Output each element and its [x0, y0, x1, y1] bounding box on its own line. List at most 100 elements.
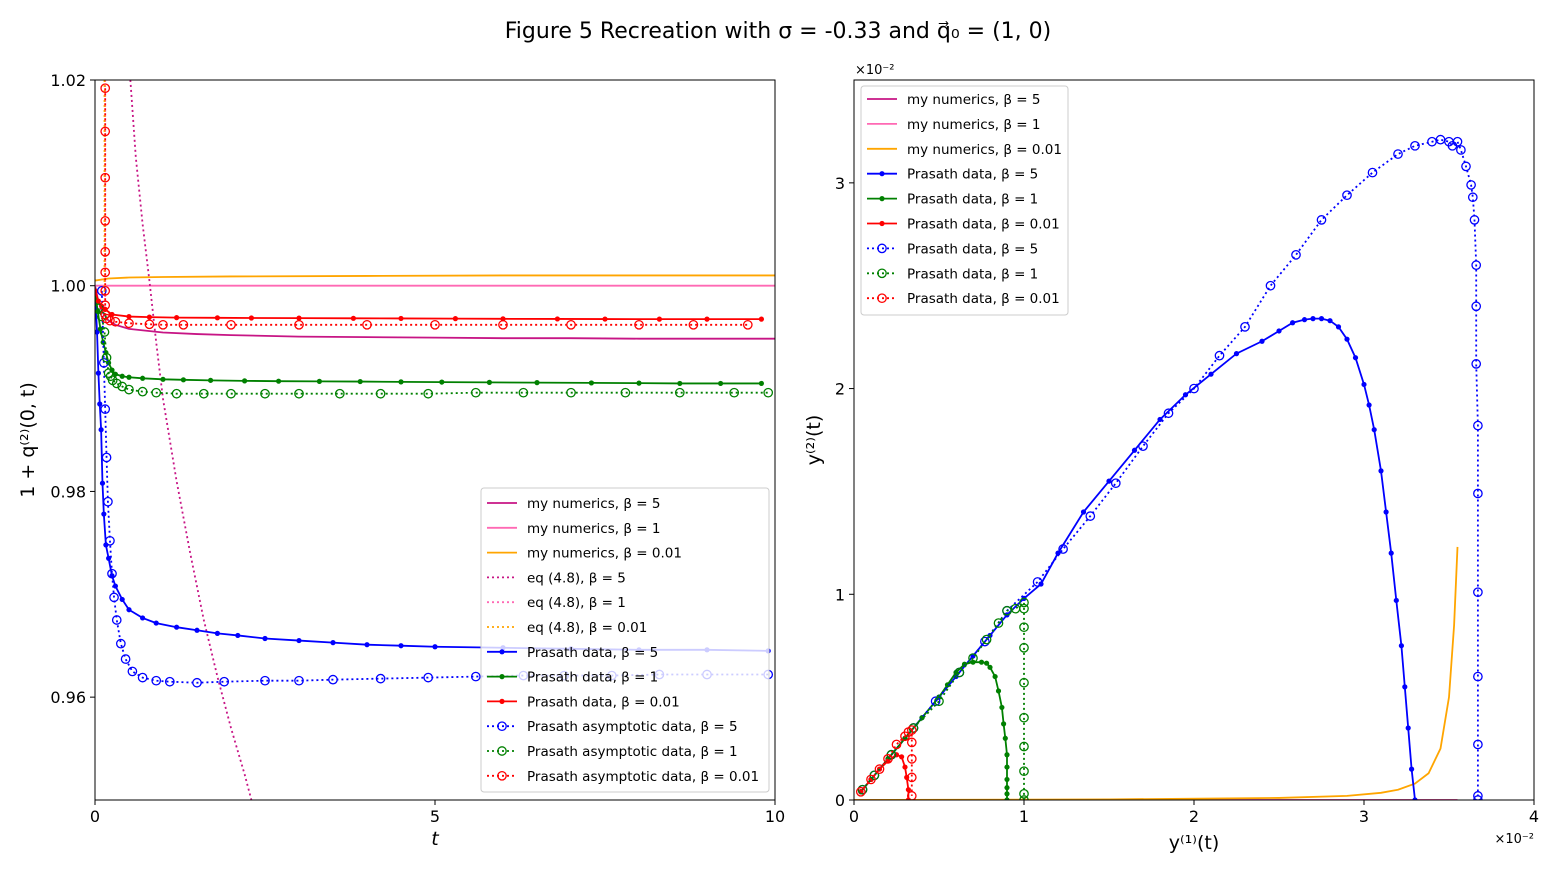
- left-point-prasath-asymptotic-data-beta-0-01-11-2: [100, 172, 111, 183]
- right-point-prasath-data-beta-0-01-8-4: [891, 739, 902, 750]
- left-point-prasath-asymptotic-data-beta-1-10-12: [171, 388, 182, 399]
- right-point-prasath-data-beta-5-6-28: [1452, 136, 1463, 147]
- right-point-prasath-data-beta-5-6-32: [1467, 192, 1478, 203]
- right-point-prasath-data-beta-5-3-41: [1412, 797, 1418, 800]
- right-point-prasath-data-beta-1-4-11: [984, 660, 990, 666]
- left-point-prasath-data-beta-5-6-5: [99, 480, 106, 486]
- left-legend-label-3: eq (4.8), β = 5: [527, 570, 626, 586]
- right-point-prasath-data-beta-5-6-12: [1138, 441, 1148, 452]
- right-point-prasath-data-beta-5-6-8: [1032, 577, 1043, 587]
- left-point-prasath-data-beta-0-01-8-18: [704, 316, 710, 322]
- right-point-prasath-data-beta-1-7-16: [1019, 712, 1029, 723]
- right-point-prasath-data-beta-1-4-14: [995, 688, 1002, 694]
- left-point-prasath-data-beta-0-01-8-19: [758, 316, 765, 322]
- left-point-prasath-asymptotic-data-beta-0-01-11-0: [100, 83, 111, 94]
- left-series-prasath-data-beta-5-6: [95, 288, 771, 654]
- right-point-prasath-data-beta-5-6-18: [1291, 250, 1301, 260]
- left-point-prasath-asymptotic-data-beta-5-9-3: [101, 452, 112, 463]
- left-point-prasath-data-beta-5-6-1: [95, 329, 100, 335]
- left-legend-box: [480, 487, 770, 793]
- left-point-prasath-asymptotic-data-beta-1-10-25: [729, 387, 740, 398]
- right-point-prasath-data-beta-5-6-31: [1466, 180, 1476, 190]
- right-point-prasath-data-beta-5-6-29: [1456, 145, 1466, 155]
- right-x-tick-label-1: 1: [1019, 807, 1029, 826]
- right-point-prasath-data-beta-5-6-19: [1316, 215, 1327, 225]
- right-legend-marker-4: [879, 196, 885, 202]
- right-point-prasath-data-beta-5-6-17: [1265, 280, 1276, 291]
- right-point-prasath-data-beta-0-01-8-8: [906, 737, 917, 748]
- left-point-prasath-data-beta-0-01-8-17: [656, 316, 663, 322]
- left-point-prasath-data-beta-1-7-15: [276, 378, 282, 384]
- left-point-prasath-data-beta-0-01-8-6: [146, 314, 152, 320]
- right-point-prasath-data-beta-0-01-8-2: [874, 764, 885, 774]
- left-legend-marker-7: [499, 674, 505, 680]
- left-point-prasath-asymptotic-data-beta-1-10-2: [99, 327, 110, 337]
- left-point-prasath-asymptotic-data-beta-5-9-2: [100, 404, 111, 414]
- left-legend-label-11: Prasath asymptotic data, β = 0.01: [527, 769, 759, 785]
- left-point-prasath-data-beta-1-7-18: [398, 379, 404, 385]
- left-point-prasath-asymptotic-data-beta-0-01-11-16: [226, 319, 236, 330]
- right-x-tick-label-3: 3: [1359, 807, 1369, 826]
- left-point-prasath-asymptotic-data-beta-0-01-11-4: [100, 246, 111, 257]
- right-point-prasath-data-beta-0-01-8-9: [906, 754, 917, 764]
- right-y-axis-label: y⁽²⁾(t): [803, 415, 825, 465]
- right-point-prasath-data-beta-1-7-13: [1019, 622, 1029, 633]
- left-point-prasath-data-beta-5-6-8: [106, 555, 112, 561]
- right-point-prasath-data-beta-5-3-38: [1402, 684, 1408, 690]
- left-point-prasath-asymptotic-data-beta-0-01-11-24: [742, 319, 753, 330]
- right-point-prasath-data-beta-5-6-20: [1342, 190, 1352, 201]
- left-point-prasath-data-beta-1-7-26: [758, 380, 765, 387]
- left-point-prasath-data-beta-1-7-13: [208, 377, 214, 383]
- left-point-prasath-data-beta-5-6-17: [214, 630, 220, 636]
- left-point-prasath-data-beta-0-01-8-13: [452, 316, 458, 322]
- right-point-prasath-data-beta-1-4-18: [1004, 752, 1010, 758]
- left-point-prasath-data-beta-5-6-10: [112, 583, 118, 589]
- right-point-prasath-data-beta-5-6-38: [1473, 488, 1483, 499]
- right-x-offset-label: ×10⁻²: [1494, 832, 1534, 847]
- left-point-prasath-asymptotic-data-beta-5-9-11: [127, 666, 138, 677]
- right-point-prasath-data-beta-5-3-20: [1259, 338, 1265, 344]
- left-legend-marker-6: [499, 649, 505, 655]
- right-point-prasath-data-beta-0-01-5-6: [902, 764, 908, 770]
- left-point-prasath-data-beta-1-7-17: [357, 378, 363, 385]
- right-point-prasath-data-beta-5-6-23: [1410, 140, 1420, 151]
- right-point-prasath-data-beta-5-3-30: [1361, 381, 1367, 388]
- left-legend-marker-9: [497, 721, 507, 732]
- left-point-prasath-data-beta-1-7-25: [718, 380, 724, 387]
- left-point-prasath-asymptotic-data-beta-1-10-13: [198, 388, 209, 399]
- left-line-prasath-data-beta-5-6: [95, 290, 769, 652]
- right-legend-label-6: Prasath data, β = 5: [907, 241, 1038, 257]
- left-y-tick-label-1: 0.98: [50, 482, 86, 501]
- right-legend-marker-8: [877, 293, 887, 304]
- right-point-prasath-data-beta-1-7-11: [1019, 597, 1029, 608]
- left-point-prasath-data-beta-1-7-10: [140, 375, 146, 381]
- left-point-prasath-data-beta-5-6-24: [432, 644, 438, 650]
- left-plot-series: [95, 80, 775, 800]
- left-line-eq-4-8-beta-5-3: [129, 80, 253, 800]
- right-point-prasath-data-beta-5-3-34: [1383, 509, 1389, 515]
- left-point-prasath-asymptotic-data-beta-5-9-14: [164, 676, 175, 687]
- right-point-prasath-data-beta-5-6-42: [1473, 791, 1483, 800]
- left-legend-marker-10: [497, 746, 507, 756]
- left-series-eq-4-8-beta-5-3: [129, 80, 253, 800]
- left-legend-label-6: Prasath data, β = 5: [527, 645, 658, 661]
- left-point-prasath-asymptotic-data-beta-5-9-5: [105, 535, 115, 546]
- right-point-prasath-data-beta-5-6-10: [1085, 511, 1096, 521]
- right-point-prasath-data-beta-5-3-27: [1335, 324, 1342, 330]
- left-point-prasath-data-beta-5-6-11: [119, 596, 125, 603]
- right-legend-label-2: my numerics, β = 0.01: [907, 142, 1062, 158]
- right-point-prasath-data-beta-5-3-26: [1327, 318, 1333, 324]
- right-point-prasath-data-beta-0-01-5-5: [899, 754, 905, 760]
- left-line-my-numerics-beta-0-01-2: [95, 274, 775, 282]
- right-point-prasath-data-beta-0-01-8-3: [883, 754, 893, 764]
- right-legend-label-8: Prasath data, β = 0.01: [907, 291, 1060, 307]
- left-point-prasath-asymptotic-data-beta-0-01-11-23: [688, 319, 699, 330]
- right-point-prasath-data-beta-5-3-31: [1366, 402, 1372, 408]
- right-point-prasath-data-beta-5-6-6: [980, 636, 990, 647]
- right-point-prasath-data-beta-5-6-40: [1473, 671, 1483, 682]
- left-series-prasath-asymptotic-data-beta-0-01-11: [100, 83, 753, 330]
- right-point-prasath-data-beta-1-4-21: [1004, 785, 1010, 791]
- right-line-my-numerics-beta-0-01-2: [854, 546, 1459, 800]
- left-point-prasath-data-beta-5-6-13: [140, 615, 146, 621]
- left-point-prasath-data-beta-0-01-8-7: [174, 315, 180, 321]
